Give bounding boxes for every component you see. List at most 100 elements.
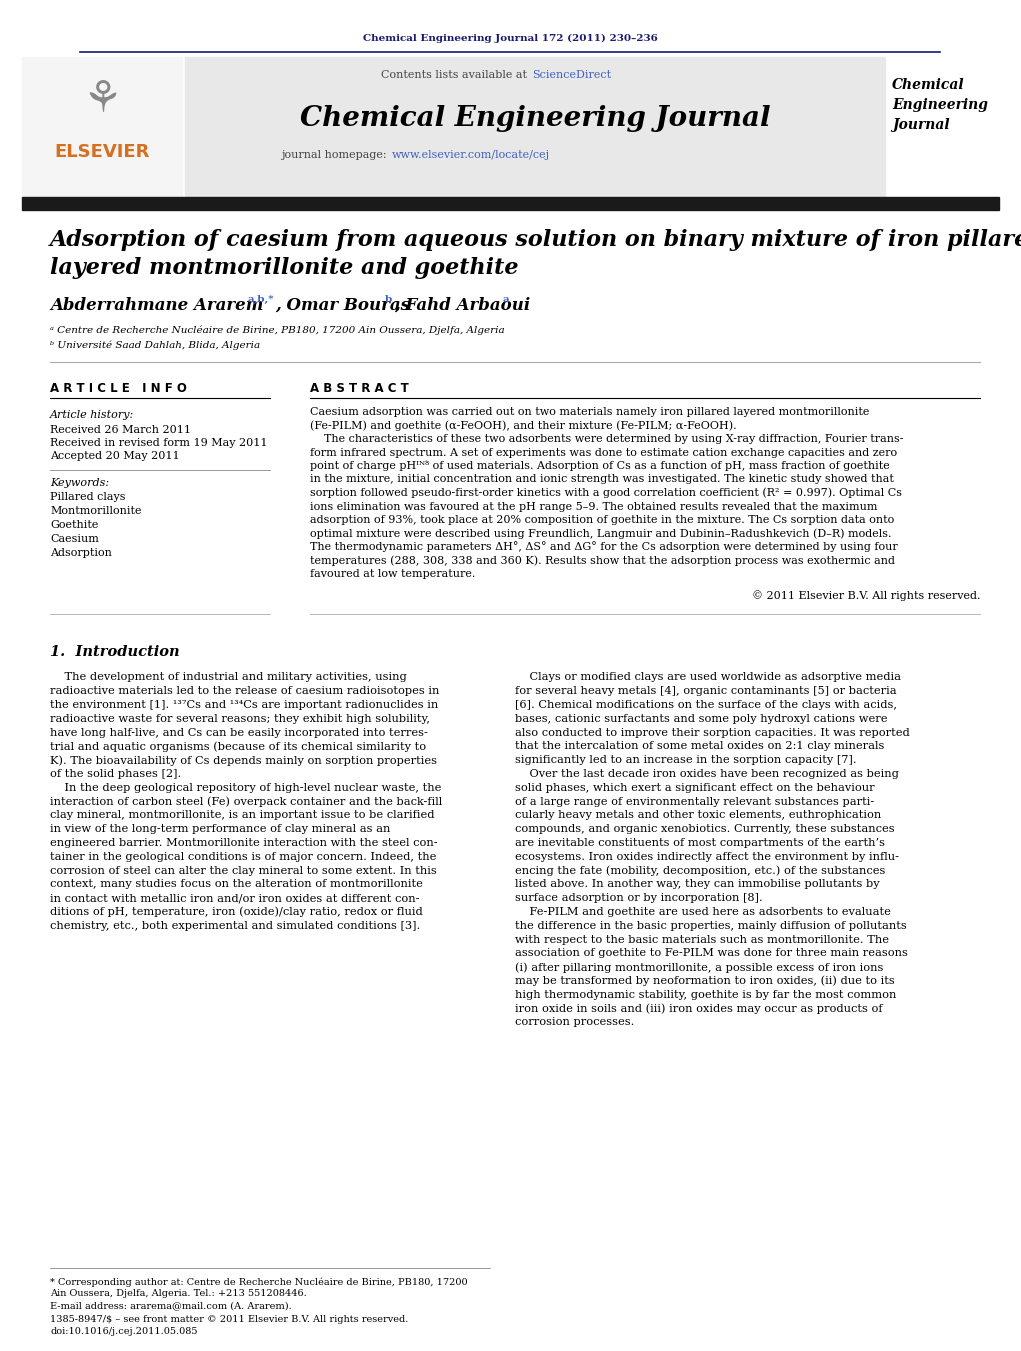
Text: Montmorillonite: Montmorillonite xyxy=(50,507,142,516)
Text: 1.  Introduction: 1. Introduction xyxy=(50,644,180,658)
Text: A R T I C L E   I N F O: A R T I C L E I N F O xyxy=(50,381,187,394)
Text: compounds, and organic xenobiotics. Currently, these substances: compounds, and organic xenobiotics. Curr… xyxy=(515,824,894,835)
Text: Over the last decade iron oxides have been recognized as being: Over the last decade iron oxides have be… xyxy=(515,769,898,780)
Text: solid phases, which exert a significant effect on the behaviour: solid phases, which exert a significant … xyxy=(515,782,875,793)
Text: ⚘: ⚘ xyxy=(82,78,121,122)
Text: in the mixture, initial concentration and ionic strength was investigated. The k: in the mixture, initial concentration an… xyxy=(310,474,893,485)
Text: ᵃ Centre de Recherche Nucléaire de Birine, PB180, 17200 Ain Oussera, Djelfa, Alg: ᵃ Centre de Recherche Nucléaire de Birin… xyxy=(50,326,504,335)
Text: iron oxide in soils and (iii) iron oxides may occur as products of: iron oxide in soils and (iii) iron oxide… xyxy=(515,1004,882,1015)
Text: Caesium adsorption was carried out on two materials namely iron pillared layered: Caesium adsorption was carried out on tw… xyxy=(310,407,869,417)
Bar xyxy=(22,57,182,197)
Text: 1385-8947/$ – see front matter © 2011 Elsevier B.V. All rights reserved.: 1385-8947/$ – see front matter © 2011 El… xyxy=(50,1316,408,1324)
Text: Fe-PILM and goethite are used here as adsorbents to evaluate: Fe-PILM and goethite are used here as ad… xyxy=(515,907,891,917)
Text: K). The bioavailability of Cs depends mainly on sorption properties: K). The bioavailability of Cs depends ma… xyxy=(50,755,437,766)
Text: encing the fate (mobility, decomposition, etc.) of the substances: encing the fate (mobility, decomposition… xyxy=(515,866,885,875)
Text: Abderrahmane Ararem: Abderrahmane Ararem xyxy=(50,296,263,313)
Text: Chemical Engineering Journal: Chemical Engineering Journal xyxy=(300,104,770,131)
Text: of a large range of environmentally relevant substances parti-: of a large range of environmentally rele… xyxy=(515,797,874,807)
Text: cularly heavy metals and other toxic elements, euthrophication: cularly heavy metals and other toxic ele… xyxy=(515,811,881,820)
Text: favoured at low temperature.: favoured at low temperature. xyxy=(310,569,476,580)
Text: high thermodynamic stability, goethite is by far the most common: high thermodynamic stability, goethite i… xyxy=(515,990,896,1000)
Text: Chemical: Chemical xyxy=(892,78,965,92)
Text: that the intercalation of some metal oxides on 2:1 clay minerals: that the intercalation of some metal oxi… xyxy=(515,742,884,751)
Text: chemistry, etc., both experimental and simulated conditions [3].: chemistry, etc., both experimental and s… xyxy=(50,921,421,931)
Text: significantly led to an increase in the sorption capacity [7].: significantly led to an increase in the … xyxy=(515,755,857,765)
Text: optimal mixture were described using Freundlich, Langmuir and Dubinin–Radushkevi: optimal mixture were described using Fre… xyxy=(310,528,891,539)
Text: corrosion processes.: corrosion processes. xyxy=(515,1017,634,1028)
Text: in contact with metallic iron and/or iron oxides at different con-: in contact with metallic iron and/or iro… xyxy=(50,893,420,904)
Text: Journal: Journal xyxy=(892,118,950,132)
Text: a: a xyxy=(503,295,509,304)
Text: The characteristics of these two adsorbents were determined by using X-ray diffr: The characteristics of these two adsorbe… xyxy=(310,434,904,444)
Text: (i) after pillaring montmorillonite, a possible excess of iron ions: (i) after pillaring montmorillonite, a p… xyxy=(515,962,883,973)
Text: of the solid phases [2].: of the solid phases [2]. xyxy=(50,769,182,780)
Text: * Corresponding author at: Centre de Recherche Nucléaire de Birine, PB180, 17200: * Corresponding author at: Centre de Rec… xyxy=(50,1277,468,1286)
Text: [6]. Chemical modifications on the surface of the clays with acids,: [6]. Chemical modifications on the surfa… xyxy=(515,700,897,711)
Text: interaction of carbon steel (Fe) overpack container and the back-fill: interaction of carbon steel (Fe) overpac… xyxy=(50,797,442,807)
Text: Contents lists available at: Contents lists available at xyxy=(381,70,530,80)
Text: ecosystems. Iron oxides indirectly affect the environment by influ-: ecosystems. Iron oxides indirectly affec… xyxy=(515,852,900,862)
Text: Article history:: Article history: xyxy=(50,409,134,420)
Text: may be transformed by neoformation to iron oxides, (ii) due to its: may be transformed by neoformation to ir… xyxy=(515,975,894,986)
Text: Accepted 20 May 2011: Accepted 20 May 2011 xyxy=(50,451,180,461)
Text: www.elsevier.com/locate/cej: www.elsevier.com/locate/cej xyxy=(392,150,550,159)
Text: are inevitable constituents of most compartments of the earth’s: are inevitable constituents of most comp… xyxy=(515,838,885,848)
Text: temperatures (288, 308, 338 and 360 K). Results show that the adsorption process: temperatures (288, 308, 338 and 360 K). … xyxy=(310,555,895,566)
Bar xyxy=(22,197,999,209)
Text: association of goethite to Fe-PILM was done for three main reasons: association of goethite to Fe-PILM was d… xyxy=(515,948,908,958)
Text: context, many studies focus on the alteration of montmorillonite: context, many studies focus on the alter… xyxy=(50,880,423,889)
Text: ScienceDirect: ScienceDirect xyxy=(532,70,612,80)
Text: form infrared spectrum. A set of experiments was done to estimate cation exchang: form infrared spectrum. A set of experim… xyxy=(310,447,897,458)
Text: clay mineral, montmorillonite, is an important issue to be clarified: clay mineral, montmorillonite, is an imp… xyxy=(50,811,435,820)
Text: , Omar Bouras: , Omar Bouras xyxy=(275,296,410,313)
Text: Adsorption of caesium from aqueous solution on binary mixture of iron pillared: Adsorption of caesium from aqueous solut… xyxy=(50,230,1021,251)
Bar xyxy=(185,57,885,197)
Text: radioactive waste for several reasons; they exhibit high solubility,: radioactive waste for several reasons; t… xyxy=(50,713,430,724)
Text: corrosion of steel can alter the clay mineral to some extent. In this: corrosion of steel can alter the clay mi… xyxy=(50,866,437,875)
Text: the difference in the basic properties, mainly diffusion of pollutants: the difference in the basic properties, … xyxy=(515,921,907,931)
Text: sorption followed pseudo-first-order kinetics with a good correlation coefficien: sorption followed pseudo-first-order kin… xyxy=(310,488,902,499)
Text: ᵇ Université Saad Dahlah, Blida, Algeria: ᵇ Université Saad Dahlah, Blida, Algeria xyxy=(50,340,260,350)
Text: trial and aquatic organisms (because of its chemical similarity to: trial and aquatic organisms (because of … xyxy=(50,742,426,751)
Text: (Fe-PILM) and goethite (α-FeOOH), and their mixture (Fe-PILM; α-FeOOH).: (Fe-PILM) and goethite (α-FeOOH), and th… xyxy=(310,420,736,431)
Text: ELSEVIER: ELSEVIER xyxy=(54,143,150,161)
Text: A B S T R A C T: A B S T R A C T xyxy=(310,381,408,394)
Text: the environment [1]. ¹³⁷Cs and ¹³⁴Cs are important radionuclides in: the environment [1]. ¹³⁷Cs and ¹³⁴Cs are… xyxy=(50,700,438,711)
Text: Engineering: Engineering xyxy=(892,99,988,112)
Text: Chemical Engineering Journal 172 (2011) 230–236: Chemical Engineering Journal 172 (2011) … xyxy=(362,34,658,43)
Text: Caesium: Caesium xyxy=(50,534,99,544)
Text: in view of the long-term performance of clay mineral as an: in view of the long-term performance of … xyxy=(50,824,390,835)
Text: have long half-live, and Cs can be easily incorporated into terres-: have long half-live, and Cs can be easil… xyxy=(50,728,428,738)
Text: Clays or modified clays are used worldwide as adsorptive media: Clays or modified clays are used worldwi… xyxy=(515,673,901,682)
Text: with respect to the basic materials such as montmorillonite. The: with respect to the basic materials such… xyxy=(515,935,889,944)
Text: surface adsorption or by incorporation [8].: surface adsorption or by incorporation [… xyxy=(515,893,763,904)
Text: Keywords:: Keywords: xyxy=(50,478,109,488)
Text: point of charge pHᴵᴺᴽ of used materials. Adsorption of Cs as a function of pH, m: point of charge pHᴵᴺᴽ of used materials.… xyxy=(310,461,889,471)
Text: journal homepage:: journal homepage: xyxy=(281,150,390,159)
Text: The development of industrial and military activities, using: The development of industrial and milita… xyxy=(50,673,406,682)
Text: engineered barrier. Montmorillonite interaction with the steel con-: engineered barrier. Montmorillonite inte… xyxy=(50,838,438,848)
Text: radioactive materials led to the release of caesium radioisotopes in: radioactive materials led to the release… xyxy=(50,686,439,696)
Text: layered montmorillonite and goethite: layered montmorillonite and goethite xyxy=(50,257,519,280)
Text: ions elimination was favoured at the pH range 5–9. The obtained results revealed: ions elimination was favoured at the pH … xyxy=(310,501,877,512)
Text: bases, cationic surfactants and some poly hydroxyl cations were: bases, cationic surfactants and some pol… xyxy=(515,713,887,724)
Text: E-mail address: ararema@mail.com (A. Ararem).: E-mail address: ararema@mail.com (A. Ara… xyxy=(50,1301,292,1310)
Text: , Fahd Arbaoui: , Fahd Arbaoui xyxy=(394,296,530,313)
Text: adsorption of 93%, took place at 20% composition of goethite in the mixture. The: adsorption of 93%, took place at 20% com… xyxy=(310,515,894,526)
Text: ditions of pH, temperature, iron (oxide)/clay ratio, redox or fluid: ditions of pH, temperature, iron (oxide)… xyxy=(50,907,423,917)
Text: © 2011 Elsevier B.V. All rights reserved.: © 2011 Elsevier B.V. All rights reserved… xyxy=(751,590,980,601)
Text: Received 26 March 2011: Received 26 March 2011 xyxy=(50,426,191,435)
Text: In the deep geological repository of high-level nuclear waste, the: In the deep geological repository of hig… xyxy=(50,782,441,793)
Text: for several heavy metals [4], organic contaminants [5] or bacteria: for several heavy metals [4], organic co… xyxy=(515,686,896,696)
Text: Pillared clays: Pillared clays xyxy=(50,492,126,503)
Text: The thermodynamic parameters ΔH°, ΔS° and ΔG° for the Cs adsorption were determi: The thermodynamic parameters ΔH°, ΔS° an… xyxy=(310,542,897,553)
Text: listed above. In another way, they can immobilise pollutants by: listed above. In another way, they can i… xyxy=(515,880,880,889)
Text: b: b xyxy=(385,295,392,304)
Text: Received in revised form 19 May 2011: Received in revised form 19 May 2011 xyxy=(50,438,268,449)
Text: Ain Oussera, Djelfa, Algeria. Tel.: +213 551208446.: Ain Oussera, Djelfa, Algeria. Tel.: +213… xyxy=(50,1289,306,1298)
Text: tainer in the geological conditions is of major concern. Indeed, the: tainer in the geological conditions is o… xyxy=(50,852,436,862)
Text: doi:10.1016/j.cej.2011.05.085: doi:10.1016/j.cej.2011.05.085 xyxy=(50,1328,197,1336)
Text: Goethite: Goethite xyxy=(50,520,98,530)
Text: a,b,*: a,b,* xyxy=(248,295,275,304)
Text: Adsorption: Adsorption xyxy=(50,549,112,558)
